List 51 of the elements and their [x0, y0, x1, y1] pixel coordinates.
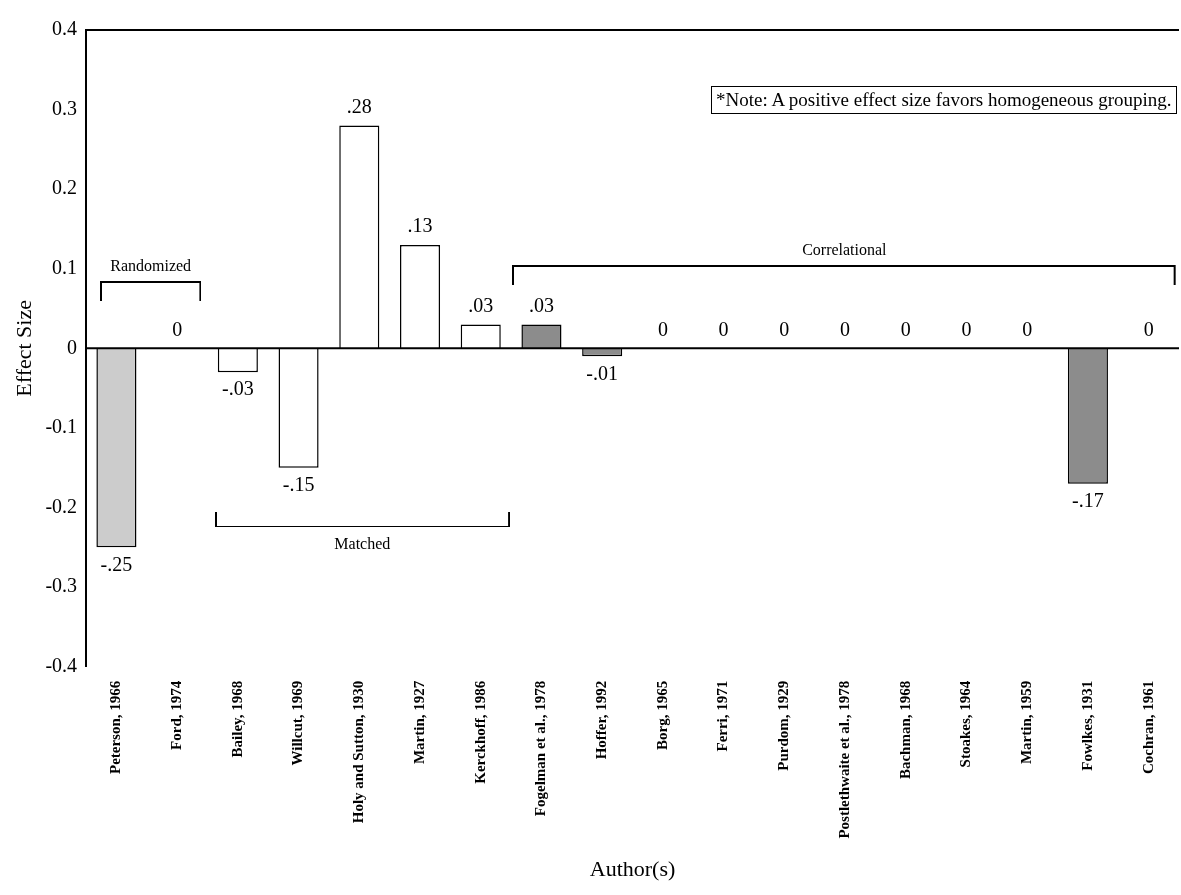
- y-axis-title: Effect Size: [10, 300, 36, 397]
- x-tick-label: Bachman, 1968: [896, 680, 913, 780]
- data-label: 0: [718, 317, 729, 340]
- data-label: -.01: [586, 361, 619, 384]
- data-label: -.03: [222, 377, 254, 400]
- x-tick-label: Kerckhoff, 1986: [471, 680, 488, 784]
- x-axis-title: Author(s): [589, 855, 676, 881]
- x-tick-label: Purdom, 1929: [775, 680, 792, 771]
- data-label: -.15: [282, 472, 315, 495]
- data-label: .28: [346, 94, 372, 117]
- y-tick-label: 0.2: [52, 176, 78, 199]
- x-tick-label: Bailey, 1968: [228, 680, 245, 758]
- y-tick-label: -0.2: [45, 494, 78, 517]
- x-tick-label: Ford, 1974: [168, 680, 185, 750]
- y-tick-label: 0.4: [52, 17, 78, 40]
- annotation: Correlational: [802, 240, 887, 259]
- x-tick-label: Fowlkes, 1931: [1078, 680, 1095, 771]
- y-tick-label: 0.1: [52, 256, 78, 279]
- data-label: .03: [468, 293, 494, 316]
- x-tick-label: Martin, 1959: [1018, 680, 1035, 765]
- data-label: .13: [407, 214, 433, 237]
- annotation: *Note: A positive effect size favors homogeneous grouping.: [711, 85, 1177, 114]
- x-tick-label: Martin, 1927: [410, 680, 427, 765]
- data-label: 0: [779, 317, 790, 340]
- data-label: 0: [1022, 317, 1033, 340]
- y-tick-label: 0: [67, 335, 78, 358]
- data-label: 0: [657, 317, 668, 340]
- y-tick-label: 0.3: [52, 96, 78, 119]
- data-label: 0: [172, 317, 183, 340]
- x-tick-label: Ferri, 1971: [714, 680, 731, 752]
- annotation: Matched: [334, 535, 391, 554]
- data-label: .03: [528, 293, 554, 316]
- y-tick-label: -0.3: [45, 574, 78, 597]
- x-tick-label: Stoakes, 1964: [957, 680, 974, 768]
- x-tick-label: Fogelman et al., 1978: [532, 680, 549, 817]
- data-label: 0: [1143, 317, 1154, 340]
- y-tick-label: -0.1: [45, 415, 78, 438]
- data-label: 0: [961, 317, 972, 340]
- data-label: -.17: [1072, 488, 1104, 511]
- x-tick-label: Peterson, 1966: [107, 680, 124, 775]
- data-label: 0: [840, 317, 851, 340]
- x-tick-label: Borg, 1965: [653, 680, 670, 750]
- x-tick-label: Postlethwaite et al., 1978: [835, 680, 852, 839]
- data-label: -.25: [100, 552, 133, 575]
- annotation: Randomized: [110, 256, 192, 275]
- x-tick-label: Cochran, 1961: [1139, 680, 1156, 775]
- x-tick-label: Willcut, 1969: [289, 680, 306, 766]
- x-tick-label: Holy and Sutton, 1930: [350, 680, 367, 824]
- x-tick-label: Hoffer, 1992: [593, 680, 610, 760]
- y-tick-label: -0.4: [45, 653, 78, 676]
- data-label: 0: [900, 317, 911, 340]
